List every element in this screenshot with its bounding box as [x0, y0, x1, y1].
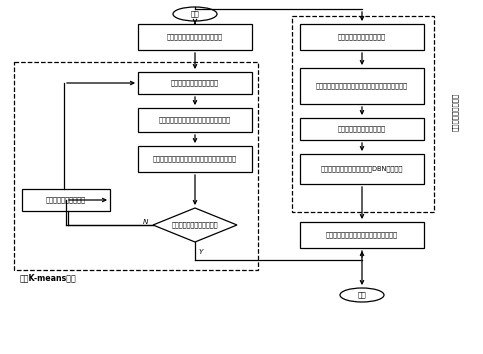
- Text: 判断集群的聚合操作点等值: 判断集群的聚合操作点等值: [338, 34, 386, 40]
- Text: 结束: 结束: [357, 292, 367, 298]
- Text: 输入实际数据训练神经网络: 输入实际数据训练神经网络: [338, 126, 386, 132]
- FancyBboxPatch shape: [138, 72, 252, 94]
- Text: 设置外部激动，记录激动室及控制的有功和无功输出: 设置外部激动，记录激动室及控制的有功和无功输出: [316, 83, 408, 89]
- FancyBboxPatch shape: [300, 68, 424, 104]
- Text: 建立光伏电源三阶模型优化模型: 建立光伏电源三阶模型优化模型: [167, 34, 223, 40]
- Text: 是否还有光伏电源没有处理: 是否还有光伏电源没有处理: [172, 222, 218, 228]
- FancyBboxPatch shape: [22, 189, 110, 211]
- FancyBboxPatch shape: [300, 24, 424, 50]
- Text: N: N: [142, 219, 148, 225]
- Text: 设置网络的外部激动，验证模型的正确性: 设置网络的外部激动，验证模型的正确性: [326, 232, 398, 238]
- FancyBboxPatch shape: [300, 118, 424, 140]
- Text: Y: Y: [199, 249, 203, 255]
- FancyBboxPatch shape: [300, 154, 424, 184]
- FancyBboxPatch shape: [138, 108, 252, 132]
- FancyBboxPatch shape: [300, 222, 424, 248]
- Ellipse shape: [340, 288, 384, 302]
- Text: 输入当前光伏电源的各参数: 输入当前光伏电源的各参数: [171, 80, 219, 86]
- Text: 训练各层最优网络参数，得到DBN等值模型: 训练各层最优网络参数，得到DBN等值模型: [321, 166, 403, 172]
- Text: 切换到下一个光伏电源: 切换到下一个光伏电源: [46, 197, 86, 203]
- Text: 训练深度网络参数值: 训练深度网络参数值: [452, 93, 458, 131]
- Text: 计算当前光伏电源的特征性参数评估指标: 计算当前光伏电源的特征性参数评估指标: [159, 117, 231, 123]
- Text: 根据当前光伏电源的特征性参数判断属于哪一簇: 根据当前光伏电源的特征性参数判断属于哪一簇: [153, 156, 237, 162]
- Text: 改进K-means聚类: 改进K-means聚类: [20, 274, 77, 282]
- Polygon shape: [153, 208, 237, 242]
- Text: 开始: 开始: [191, 11, 199, 17]
- FancyBboxPatch shape: [138, 146, 252, 172]
- FancyBboxPatch shape: [138, 24, 252, 50]
- Ellipse shape: [173, 7, 217, 21]
